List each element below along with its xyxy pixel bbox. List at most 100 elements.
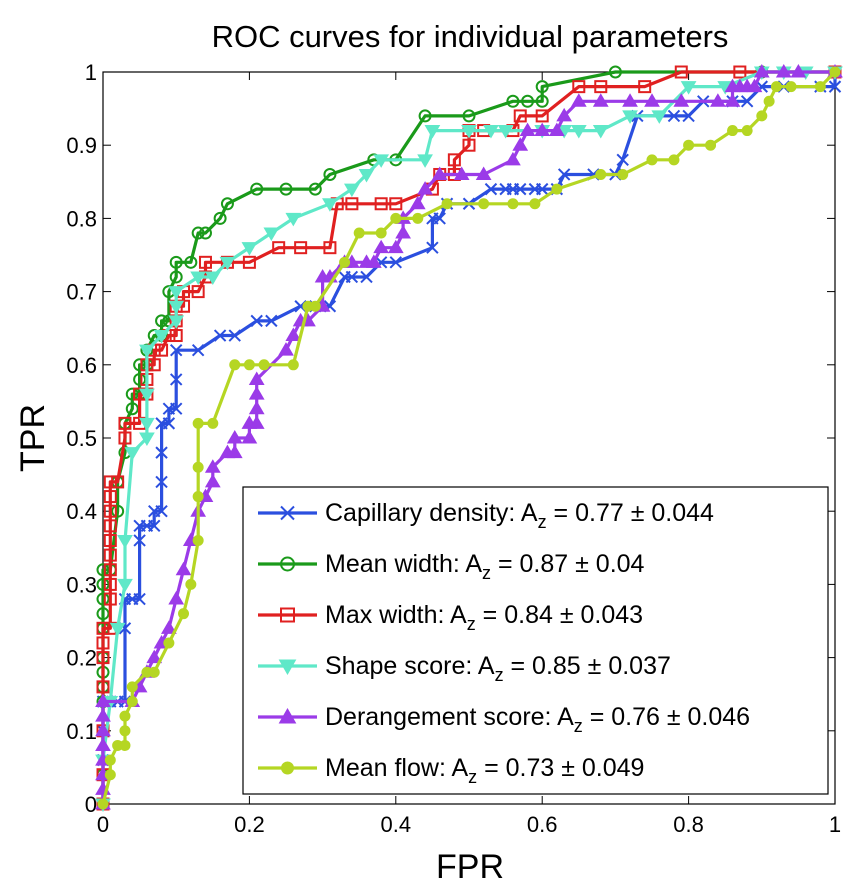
- data-point-max-width: [345, 197, 359, 211]
- data-point-mean-width: [125, 387, 139, 401]
- y-tick-label: 0.8: [66, 206, 97, 231]
- data-point-shape-score: [168, 300, 185, 315]
- data-point-max-width: [96, 680, 110, 694]
- data-point-mean-flow: [126, 696, 138, 708]
- data-point-derangement-score: [534, 122, 551, 137]
- data-point-mean-flow: [192, 534, 204, 546]
- legend-marker: [280, 556, 295, 572]
- legend-label-value: = 0.84 ± 0.043: [476, 601, 643, 629]
- legend-label-text: Shape score: A: [325, 652, 495, 680]
- data-point-capillary-density: [213, 329, 227, 342]
- data-point-derangement-score: [146, 649, 163, 664]
- data-point-shape-score: [622, 110, 638, 124]
- data-point-mean-flow: [148, 666, 160, 678]
- data-point-capillary-density: [667, 109, 681, 123]
- legend-label-value: = 0.76 ± 0.046: [583, 703, 750, 731]
- data-point-derangement-score: [395, 225, 411, 239]
- data-point-derangement-score: [505, 151, 521, 166]
- data-point-max-width: [103, 592, 117, 606]
- data-point-capillary-density: [616, 153, 629, 167]
- data-point-max-width: [96, 651, 110, 665]
- data-point-capillary-density: [169, 343, 183, 357]
- legend-entry-derangement-score: Derangement score: Az = 0.76 ± 0.046: [258, 703, 750, 736]
- data-point-mean-width: [462, 109, 476, 123]
- data-point-shape-score: [139, 417, 155, 432]
- data-point-mean-width: [323, 167, 337, 181]
- data-point-mean-flow: [441, 198, 453, 210]
- data-point-capillary-density: [265, 314, 278, 328]
- legend-label-subscript: z: [495, 665, 504, 685]
- data-point-derangement-score: [248, 386, 265, 400]
- data-point-derangement-score: [673, 93, 690, 107]
- data-point-max-width: [155, 343, 169, 357]
- data-point-shape-score: [373, 154, 390, 168]
- data-point-max-width: [389, 197, 403, 211]
- data-point-derangement-score: [746, 78, 763, 93]
- x-tick-label: 0.2: [234, 812, 265, 837]
- data-point-mean-flow: [339, 256, 351, 268]
- legend-label-text: Derangement score: A: [325, 703, 574, 731]
- data-point-derangement-score: [409, 195, 426, 210]
- data-point-capillary-density: [433, 212, 446, 225]
- data-point-derangement-score: [512, 137, 529, 151]
- data-point-max-width: [103, 519, 117, 533]
- data-point-max-width: [733, 65, 747, 79]
- data-point-mean-width: [155, 314, 169, 328]
- data-point-shape-score: [570, 125, 587, 139]
- data-point-mean-flow: [785, 81, 797, 93]
- data-point-mean-flow: [207, 417, 219, 429]
- legend-entry-mean-flow: Mean flow: Az = 0.73 ± 0.049: [258, 754, 644, 787]
- data-point-max-width: [638, 80, 652, 94]
- data-point-capillary-density: [740, 95, 754, 108]
- data-point-max-width: [147, 358, 161, 372]
- data-point-max-width: [103, 563, 117, 577]
- data-point-max-width: [323, 241, 337, 255]
- data-point-mean-width: [213, 211, 227, 225]
- data-point-capillary-density: [228, 329, 241, 342]
- y-tick-label: 0.6: [66, 353, 97, 378]
- data-point-derangement-score: [365, 254, 382, 268]
- data-point-mean-flow: [192, 491, 204, 503]
- data-point-mean-flow: [595, 168, 607, 180]
- data-point-max-width: [594, 80, 608, 94]
- data-point-capillary-density: [155, 446, 168, 459]
- data-point-max-width: [674, 65, 688, 79]
- data-point-derangement-score: [204, 473, 221, 488]
- data-point-derangement-score: [175, 561, 192, 576]
- data-point-mean-flow: [551, 183, 563, 195]
- legend-label: Mean flow: Az = 0.73 ± 0.049: [325, 754, 644, 787]
- data-point-mean-width: [96, 563, 110, 577]
- data-point-capillary-density: [169, 373, 183, 386]
- data-point-derangement-score: [373, 239, 390, 254]
- data-point-capillary-density: [514, 182, 527, 196]
- y-tick-label: 0.9: [66, 133, 97, 158]
- data-point-max-width: [111, 475, 125, 489]
- legend-label: Capillary density: Az = 0.77 ± 0.044: [325, 499, 714, 532]
- data-point-shape-score: [139, 432, 155, 446]
- legend-entry-capillary-density: Capillary density: Az = 0.77 ± 0.044: [258, 499, 714, 532]
- series-shape-score: [95, 66, 843, 812]
- data-point-mean-flow: [412, 212, 424, 224]
- x-tick-label: 0.8: [673, 812, 704, 837]
- data-point-capillary-density: [535, 182, 549, 196]
- data-point-shape-score: [124, 447, 141, 461]
- data-point-derangement-score: [775, 64, 792, 78]
- legend-label-text: Mean width: A: [325, 550, 482, 578]
- data-point-shape-score: [117, 578, 133, 593]
- data-point-shape-score: [139, 388, 155, 403]
- data-point-mean-flow: [258, 359, 270, 371]
- x-axis-label: FPR: [436, 848, 504, 886]
- y-tick-label: 1: [85, 60, 97, 85]
- legend-label-value: = 0.87 ± 0.04: [491, 550, 645, 578]
- data-point-capillary-density: [557, 168, 571, 181]
- data-point-max-width: [103, 475, 117, 489]
- data-point-mean-width: [535, 80, 549, 94]
- data-point-mean-width: [506, 94, 520, 108]
- data-point-capillary-density: [345, 270, 359, 284]
- legend-label-text: Mean flow: A: [325, 754, 468, 782]
- legend-marker: [278, 659, 297, 676]
- data-point-max-width: [96, 621, 110, 635]
- data-point-shape-score: [417, 154, 433, 168]
- legend-label: Mean width: Az = 0.87 ± 0.04: [325, 550, 645, 583]
- data-point-derangement-score: [248, 371, 265, 385]
